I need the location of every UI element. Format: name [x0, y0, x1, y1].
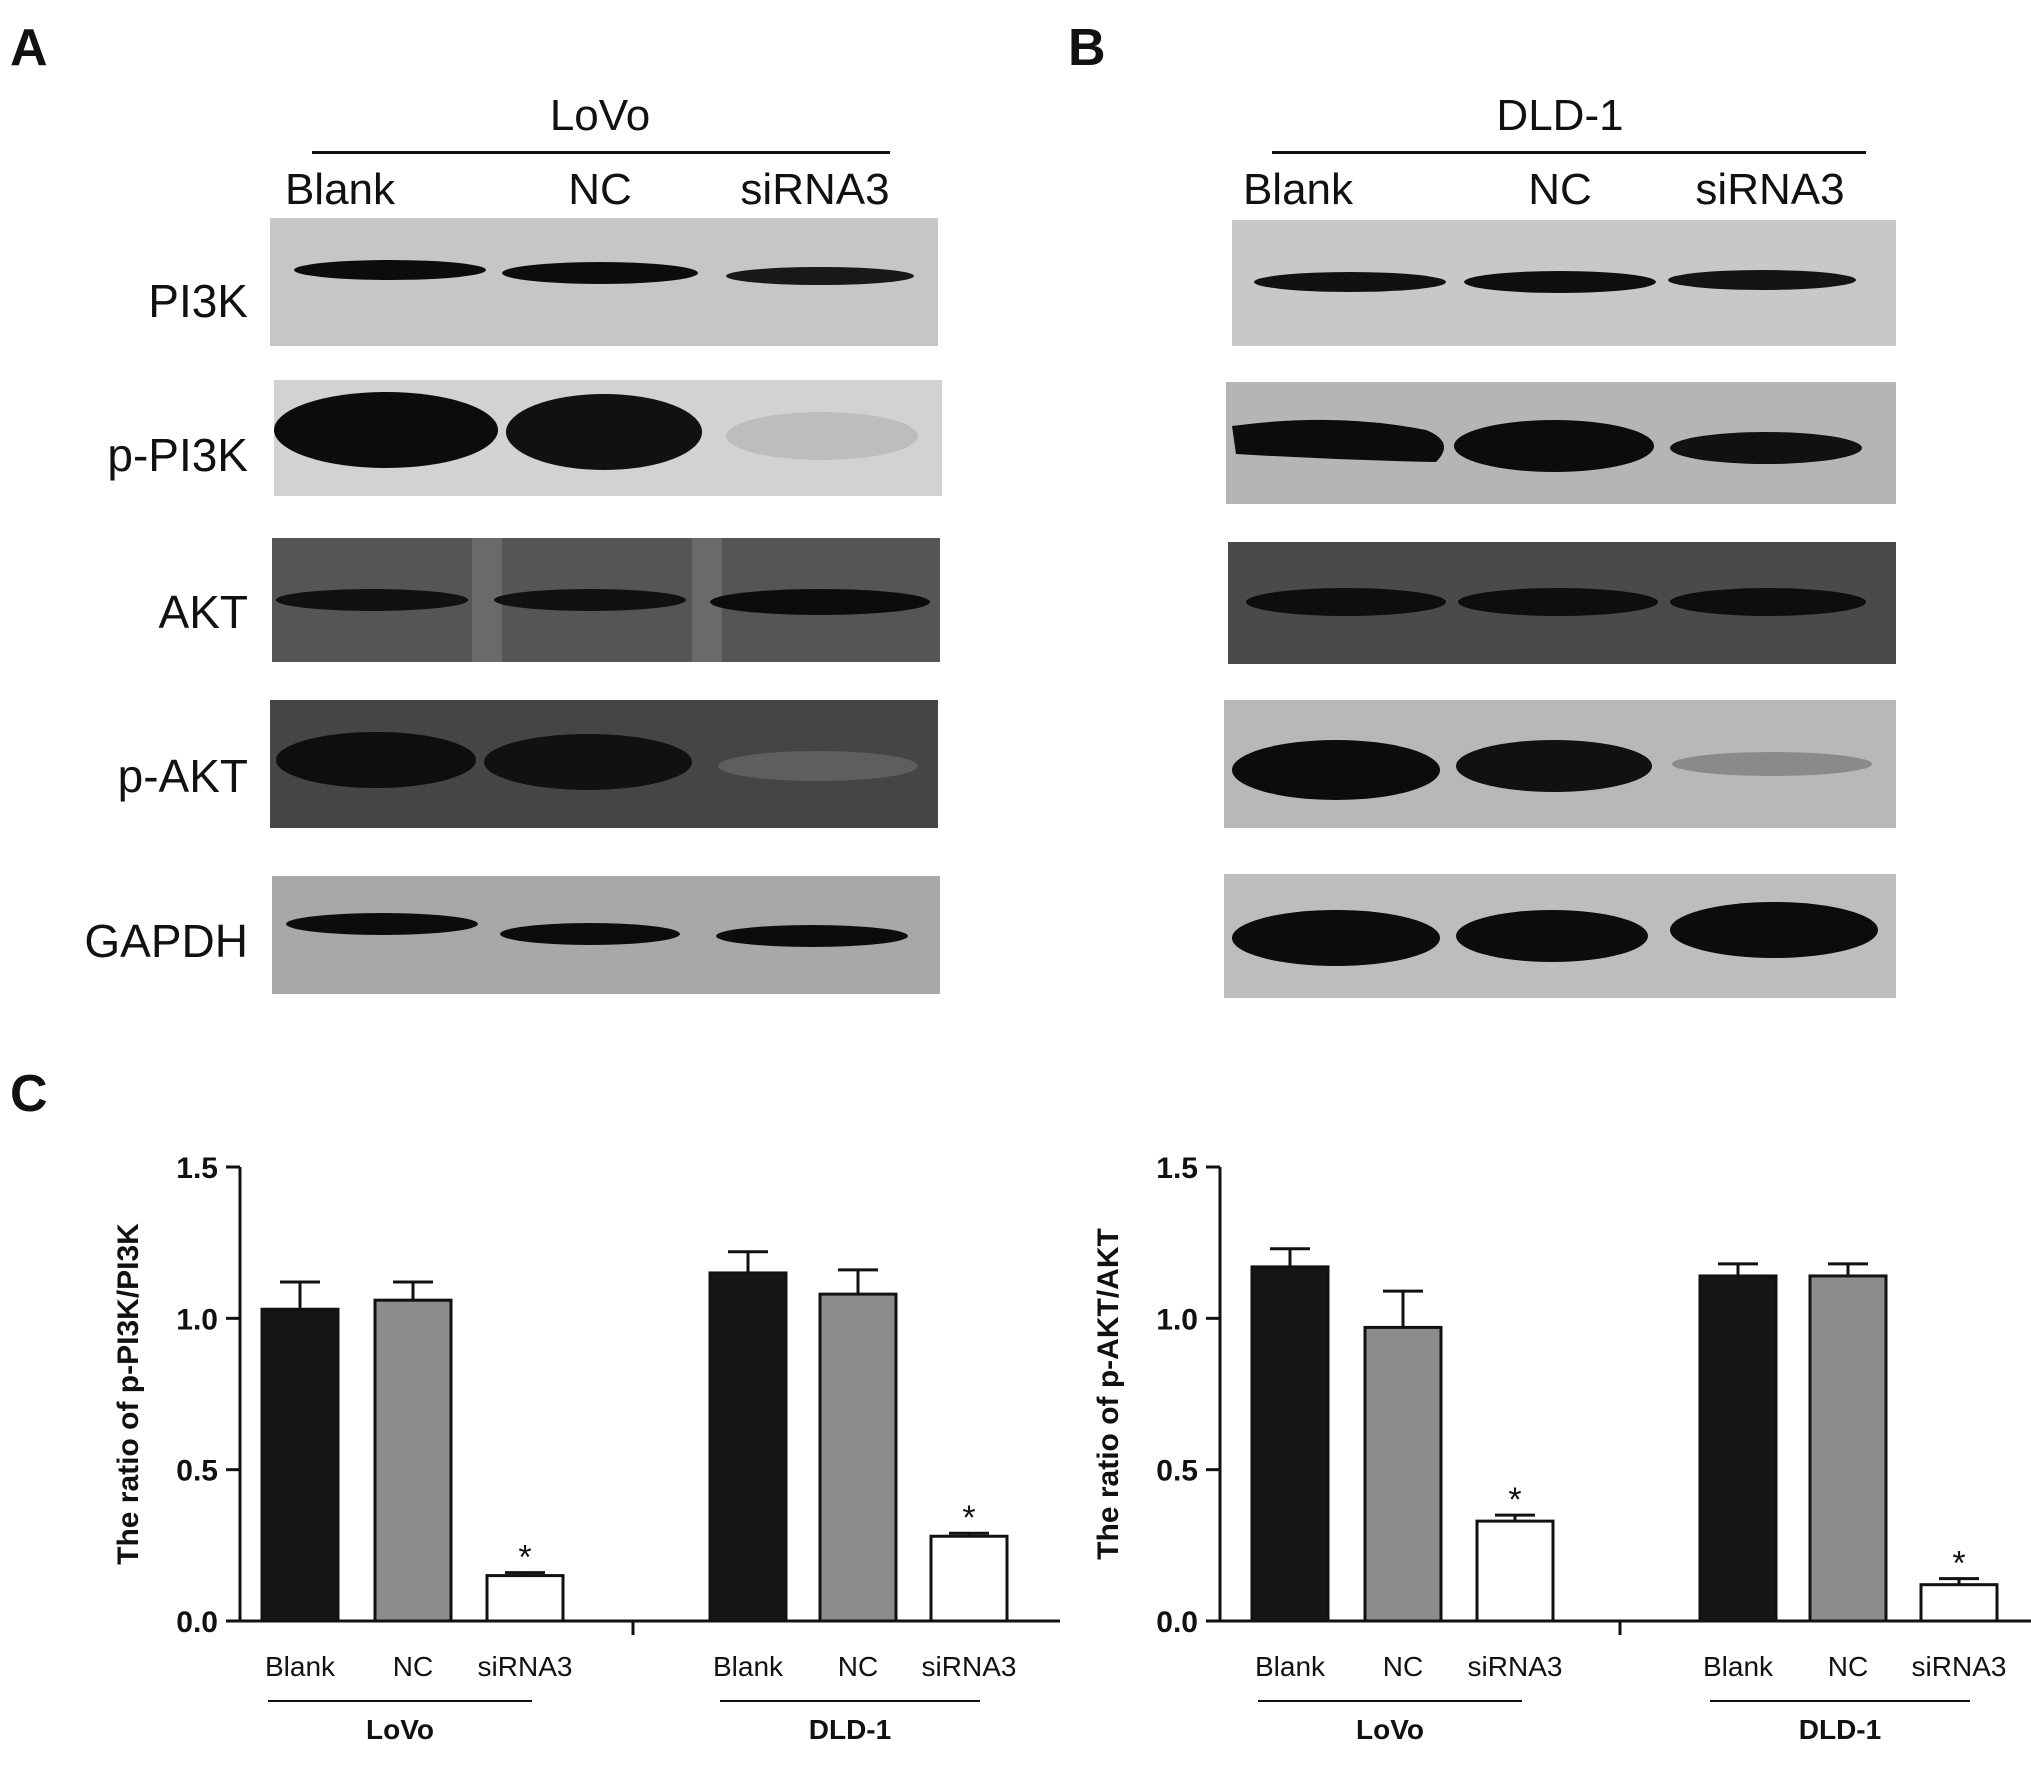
blot-strip-image: [1224, 700, 1896, 828]
blot-strip-image: [1226, 382, 1896, 504]
blot-b-title-line: [1272, 151, 1866, 154]
blot-a-lane-nc: NC: [568, 165, 632, 214]
protein-label-gapdh: GAPDH: [84, 915, 248, 967]
blot-strip-lovo-p-pi3k: [274, 380, 942, 496]
bar-dld-1-nc: [1808, 1274, 1888, 1623]
blot-b-cell-line: DLD-1: [1496, 91, 1624, 140]
blot-strip-image: [272, 876, 940, 994]
bar-dld-1-nc: [818, 1292, 898, 1623]
blot-b-lane-blank: Blank: [1242, 165, 1354, 214]
protein-label-p-pi3k: p-PI3K: [107, 429, 248, 481]
bar-chart-p-pi3k-ratio: 0.0 0.5 1.0 1.5 The ratio of p-PI3K/PI3K Blan…: [112, 1152, 1060, 1745]
blot-a-lane-sirna3: siRNA3: [740, 165, 890, 214]
x-tick-label: siRNA3: [1912, 1651, 2007, 1682]
x-tick-label: NC: [393, 1651, 433, 1682]
protein-label-p-akt: p-AKT: [117, 750, 248, 802]
bar-chart-p-akt-ratio: 0.0 0.5 1.0 1.5 The ratio of p-AKT/AKT Blank N…: [1092, 1152, 2031, 1745]
blot-strip-image: [1232, 220, 1896, 346]
blot-strip-dld1-akt: [1228, 542, 1896, 664]
blot-a-lane-blank: Blank: [284, 165, 396, 214]
x-tick-label: Blank: [1255, 1651, 1326, 1682]
blot-strip-image: [1228, 542, 1896, 664]
group-label-dld-1: DLD-1: [1799, 1714, 1881, 1745]
blot-strip-image: [272, 538, 940, 662]
bar-lovo-nc: [373, 1298, 453, 1623]
panel-label-c: C: [10, 1065, 48, 1123]
blot-strip-lovo-p-akt: [270, 700, 938, 828]
y-tick-label: 0.0: [176, 1606, 218, 1639]
bar-dld-1-blank: [708, 1271, 788, 1623]
bar-dld-1-sirna3: [929, 1534, 1009, 1623]
x-tick-label: Blank: [713, 1651, 784, 1682]
blot-strip-dld1-gapdh: [1224, 874, 1896, 998]
significance-asterisk: *: [1508, 1481, 1521, 1519]
y-axis-label: The ratio of p-AKT/AKT: [1092, 1228, 1125, 1560]
x-tick-label: NC: [838, 1651, 878, 1682]
bar-lovo-blank: [1250, 1265, 1330, 1623]
blot-strip-image: [270, 218, 938, 346]
x-tick-label: siRNA3: [1468, 1651, 1563, 1682]
blot-strip-dld1-p-akt: [1224, 700, 1896, 828]
blot-strip-image: [1224, 874, 1896, 998]
y-axis-label: The ratio of p-PI3K/PI3K: [112, 1223, 145, 1565]
y-tick-label: 0.5: [1156, 1455, 1198, 1488]
y-tick-label: 1.0: [176, 1303, 218, 1336]
x-tick-label: Blank: [265, 1651, 336, 1682]
significance-asterisk: *: [962, 1499, 975, 1537]
protein-label-akt: AKT: [158, 586, 248, 638]
protein-label-pi3k: PI3K: [148, 275, 248, 327]
group-label-dld-1: DLD-1: [809, 1714, 891, 1745]
blot-b-lane-sirna3: siRNA3: [1695, 165, 1845, 214]
y-tick-label: 1.5: [1156, 1152, 1198, 1185]
blot-strip-dld1-pi3k: [1232, 220, 1896, 346]
blot-b-lane-nc: NC: [1528, 165, 1592, 214]
bar-dld-1-sirna3: [1919, 1583, 1999, 1623]
y-tick-label: 0.5: [176, 1455, 218, 1488]
blot-strip-image: [274, 380, 942, 496]
x-tick-label: siRNA3: [922, 1651, 1017, 1682]
panel-label-b: B: [1068, 19, 1106, 77]
y-tick-label: 1.0: [1156, 1303, 1198, 1336]
blot-strip-lovo-gapdh: [272, 876, 940, 994]
bar-lovo-blank: [260, 1307, 340, 1623]
blot-a-title-line: [312, 151, 890, 154]
y-tick-label: 1.5: [176, 1152, 218, 1185]
panel-label-a: A: [10, 19, 48, 77]
blot-strip-image: [270, 700, 938, 828]
bar-lovo-sirna3: [485, 1574, 565, 1623]
significance-asterisk: *: [1952, 1545, 1965, 1583]
blot-strip-lovo-pi3k: [270, 218, 938, 346]
significance-asterisk: *: [518, 1539, 531, 1577]
x-tick-label: NC: [1828, 1651, 1868, 1682]
bar-lovo-nc: [1363, 1325, 1443, 1623]
group-label-lovo: LoVo: [366, 1714, 434, 1745]
y-tick-label: 0.0: [1156, 1606, 1198, 1639]
x-tick-label: Blank: [1703, 1651, 1774, 1682]
blot-strip-lovo-akt: [272, 538, 940, 662]
bar-dld-1-blank: [1698, 1274, 1778, 1623]
blot-strip-dld1-p-pi3k: [1226, 382, 1896, 504]
x-tick-label: NC: [1383, 1651, 1423, 1682]
group-label-lovo: LoVo: [1356, 1714, 1424, 1745]
bar-lovo-sirna3: [1475, 1519, 1555, 1623]
x-tick-label: siRNA3: [478, 1651, 573, 1682]
blot-a-cell-line: LoVo: [549, 91, 651, 140]
